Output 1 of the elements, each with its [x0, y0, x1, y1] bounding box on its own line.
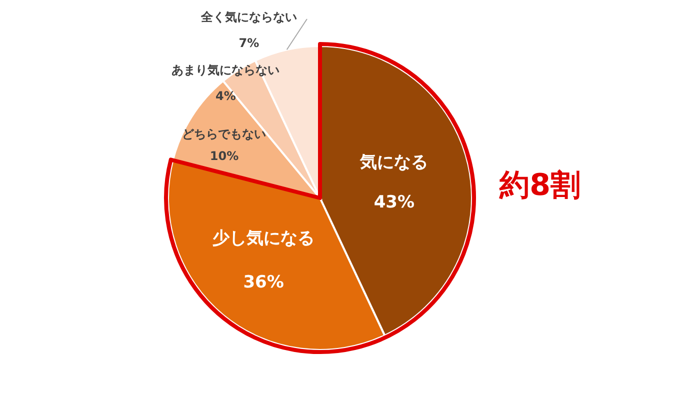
annotation: 約8割 — [500, 168, 580, 203]
